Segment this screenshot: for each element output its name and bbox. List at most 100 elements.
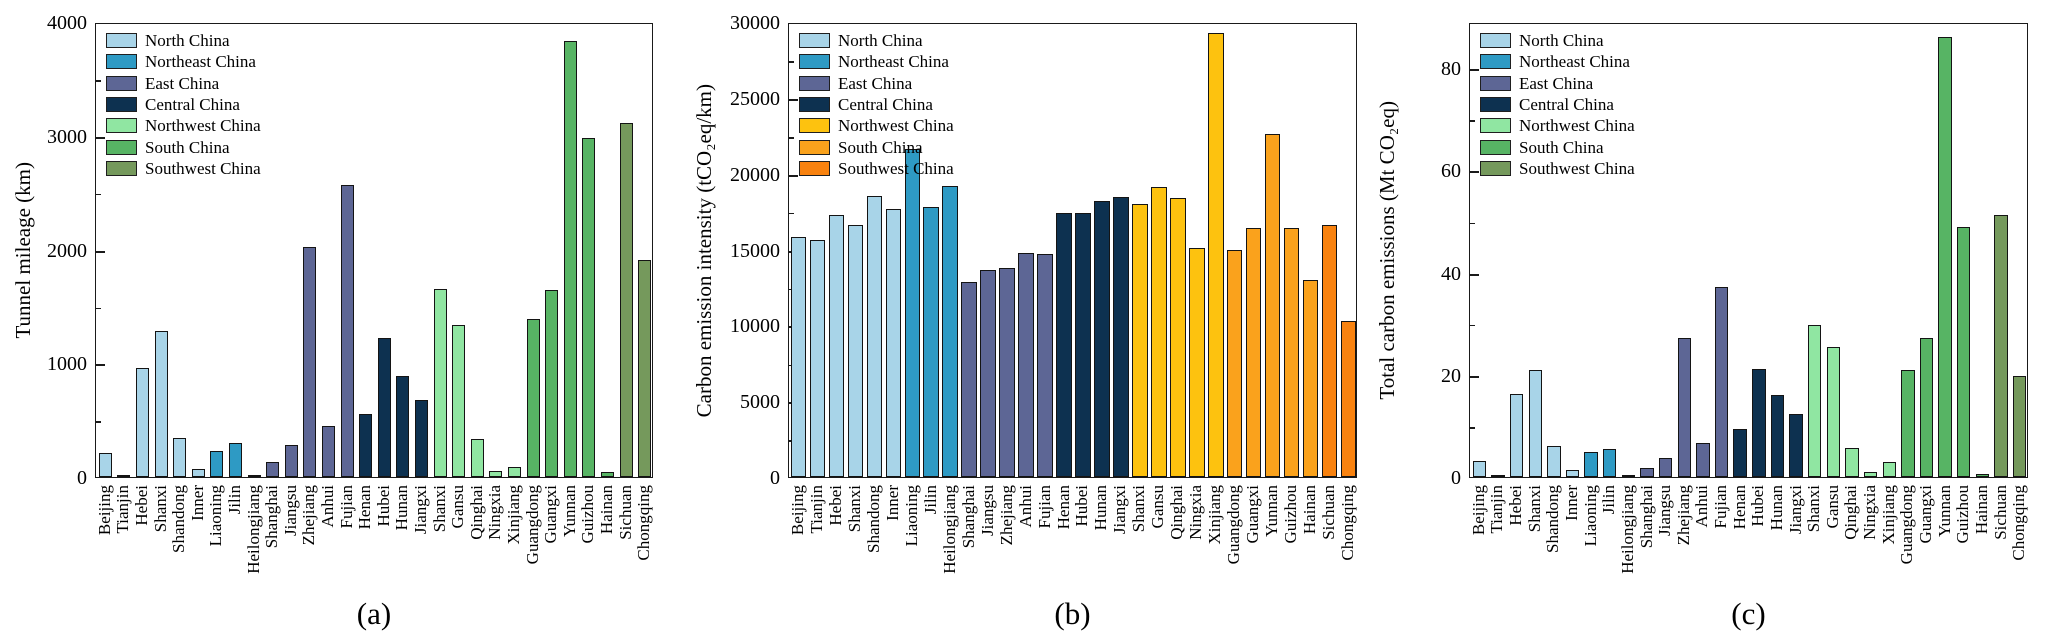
bar-zhejiang — [999, 268, 1015, 477]
y-minor-tick — [96, 80, 101, 82]
y-minor-tick — [96, 307, 101, 310]
x-axis-label-text: Xinjiang — [1205, 485, 1225, 545]
bar-liaoning — [1584, 451, 1598, 477]
legend-item: North China — [799, 30, 954, 51]
x-axis-label: Hunan — [392, 485, 412, 530]
bar-hubei — [377, 337, 391, 477]
bar-chongqing — [638, 260, 652, 477]
x-axis-label-text: Jiangxi — [1785, 485, 1805, 535]
bar-gansu — [1826, 346, 1841, 477]
bar-hunan — [396, 375, 410, 477]
bar-shanxi — [1132, 204, 1148, 477]
bar-fujian — [1714, 286, 1729, 477]
legend-label: Central China — [1519, 95, 1614, 115]
legend-swatch — [799, 118, 830, 134]
legend-item: Southwest China — [106, 158, 261, 179]
legend-label: Northwest China — [145, 116, 261, 136]
x-axis-label-text: Gansu — [1822, 485, 1842, 529]
x-axis-label: Tianjin — [1487, 485, 1507, 534]
legend: North China Northeast China East China Cent… — [1480, 30, 1635, 179]
legend-label: Northwest China — [838, 116, 954, 136]
x-axis-label-text: Shanghai — [262, 485, 282, 549]
y-major-tick — [96, 364, 105, 367]
legend-item: Northeast China — [106, 51, 261, 72]
x-axis-label-text: Xinjiang — [1878, 485, 1898, 545]
x-axis-label-text: Hubei — [1072, 485, 1092, 527]
bar-liaoning — [210, 450, 224, 477]
x-axis-label: Henan — [355, 485, 375, 529]
x-axis-label: Jiangsu — [1655, 485, 1675, 536]
bar-hubei — [1075, 213, 1091, 477]
x-axis-label: Guizhou — [1953, 485, 1973, 544]
bar-tianjin — [1491, 475, 1505, 477]
x-axis-label-text: Zhejiang — [996, 485, 1016, 546]
x-axis-label: Jilin — [225, 485, 245, 514]
bar-qinghai — [1170, 197, 1186, 477]
bar-shanxi — [154, 330, 168, 477]
bar-shanghai — [1640, 468, 1654, 477]
legend-item: North China — [106, 30, 261, 51]
bar-ningxia — [489, 470, 503, 477]
bar-jiangxi — [1113, 197, 1129, 477]
bar-henan — [1733, 429, 1747, 477]
legend-label: Northeast China — [1519, 52, 1630, 72]
x-axis-label: Qinghai — [466, 485, 486, 540]
bar-chongqing — [2012, 376, 2027, 477]
legend-swatch — [1480, 160, 1511, 176]
y-tick-label: 10000 — [730, 315, 780, 338]
y-tick-label: 80 — [1441, 58, 1461, 80]
legend-item: East China — [799, 73, 954, 94]
legend-item: North China — [1480, 30, 1635, 51]
x-axis-label: Hainan — [597, 485, 617, 534]
y-major-tick — [1470, 375, 1479, 378]
x-axis-label: Hainan — [1971, 485, 1991, 534]
bar-hainan — [1302, 279, 1319, 477]
y-tick-label: 5000 — [740, 391, 780, 414]
y-minor-tick — [1470, 222, 1475, 225]
legend-swatch — [1480, 54, 1511, 70]
x-axis-label: Liaoning — [901, 485, 921, 546]
x-axis-label: Hubei — [1072, 485, 1092, 527]
x-axis-label: Sichuan — [1319, 485, 1339, 540]
x-axis-label: Guizhou — [578, 485, 598, 544]
x-axis-label-text: Anhui — [1015, 485, 1035, 528]
x-axis-label-text: Guizhou — [578, 485, 598, 544]
legend-swatch — [799, 160, 830, 176]
x-axis-label: Shanghai — [1636, 485, 1656, 548]
x-axis-label: Zhejiang — [1673, 485, 1693, 545]
bar-sichuan — [1994, 214, 2008, 477]
legend-item: Northeast China — [1480, 51, 1635, 72]
x-axis-label: Zhejiang — [996, 485, 1016, 545]
bar-guangxi — [545, 289, 559, 477]
x-axis-label-text: Heilongjiang — [243, 485, 263, 574]
x-axis-label: Heilongjiang — [939, 485, 959, 574]
x-axis-label-text: Guangdong — [1224, 485, 1244, 565]
bar-henan — [1056, 213, 1072, 477]
x-axis-label: Sichuan — [615, 485, 635, 540]
x-axis-label-text: Inner — [882, 485, 902, 521]
x-axis-label: Gansu — [1822, 485, 1842, 528]
bar-xinjiang — [1882, 462, 1896, 477]
x-axis-label: Ningxia — [485, 485, 505, 540]
x-axis-label: Guangxi — [1916, 485, 1936, 544]
x-axis-label-text: Tianjin — [806, 485, 826, 534]
y-axis-label-text: Total carbon emissions (Mt CO₂eq) — [1374, 101, 1399, 400]
bar-guangdong — [1901, 369, 1915, 477]
bar-heilongjiang — [942, 185, 958, 477]
legend: North China Northeast China East China Cent… — [799, 30, 954, 179]
bar-yunnan — [563, 41, 577, 477]
x-axis-label: Beijing — [787, 485, 807, 535]
bar-chongqing — [1340, 320, 1357, 477]
x-axis-label-text: Gansu — [448, 485, 468, 529]
x-axis-label-text: Tianjin — [113, 485, 133, 534]
x-axis-label-text: Chongqing — [1338, 485, 1358, 561]
chart-panel-b: North China Northeast China East China Cent… — [683, 0, 1366, 642]
x-axis-label: Guangxi — [1243, 485, 1263, 544]
legend-label: North China — [838, 31, 923, 51]
x-axis-label: Inner — [882, 485, 902, 521]
legend-item: Central China — [799, 94, 954, 115]
legend-swatch — [106, 33, 137, 49]
y-minor-tick — [96, 193, 101, 196]
x-axis-label: Beijing — [94, 485, 114, 535]
